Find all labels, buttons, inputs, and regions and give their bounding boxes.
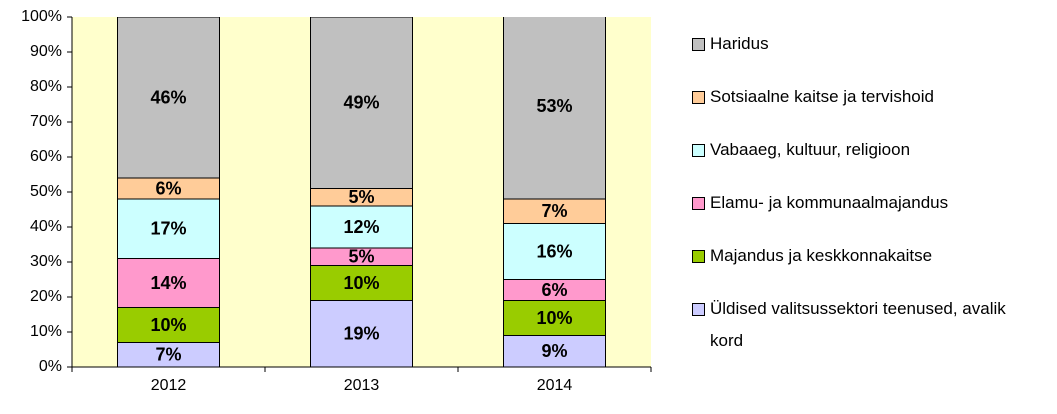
bar-segment [310, 265, 413, 301]
legend-item: Majandus ja keskkonnakaitse [692, 240, 1042, 272]
data-label: 12% [343, 217, 379, 237]
legend-label: Vabaaeg, kultuur, religioon [710, 140, 911, 159]
y-tick-label: 50% [30, 183, 62, 200]
y-tick-label: 100% [21, 8, 62, 25]
data-label: 14% [150, 273, 186, 293]
y-tick-label: 10% [30, 323, 62, 340]
legend-label: Sotsiaalne kaitse ja tervishoid [710, 87, 934, 106]
legend-item: Sotsiaalne kaitse ja tervishoid [692, 81, 1042, 113]
bar-segment [117, 307, 220, 343]
data-label: 6% [155, 178, 181, 198]
bar-segment [310, 205, 413, 249]
data-label: 10% [536, 308, 572, 328]
data-label: 16% [536, 241, 572, 261]
legend-label: Üldised valitsussektori teenused, avalik… [710, 299, 1006, 350]
x-tick-label: 2014 [537, 377, 573, 394]
legend-swatch [692, 303, 705, 316]
bar-segment [117, 342, 220, 367]
data-label: 5% [348, 247, 374, 267]
data-label: 7% [155, 345, 181, 365]
x-tick-label: 2012 [151, 377, 187, 394]
legend-item: Üldised valitsussektori teenused, avalik… [692, 293, 1042, 357]
y-tick-label: 40% [30, 218, 62, 235]
legend-swatch [692, 197, 705, 210]
bar-segment [503, 17, 606, 200]
data-label: 9% [541, 341, 567, 361]
data-label: 7% [541, 201, 567, 221]
data-label: 10% [150, 315, 186, 335]
y-tick-label: 0% [39, 358, 62, 375]
data-label: 46% [150, 87, 186, 107]
y-tick-label: 60% [30, 148, 62, 165]
x-tick-label: 2013 [344, 377, 380, 394]
data-label: 5% [348, 187, 374, 207]
y-tick-label: 90% [30, 43, 62, 60]
legend-label: Elamu- ja kommunaalmajandus [710, 193, 949, 212]
y-tick-label: 80% [30, 78, 62, 95]
bar-segment [503, 198, 606, 224]
legend-swatch [692, 91, 705, 104]
bar-segment [310, 17, 413, 189]
legend-item: Vabaaeg, kultuur, religioon [692, 134, 1042, 166]
legend-label: Haridus [710, 34, 769, 53]
bar-segment [310, 300, 413, 367]
data-label: 19% [343, 324, 379, 344]
legend-item: Haridus [692, 28, 1042, 60]
bar-segment [117, 258, 220, 308]
data-label: 6% [541, 280, 567, 300]
legend-label: Majandus ja keskkonnakaitse [710, 246, 933, 265]
legend-item: Elamu- ja kommunaalmajandus [692, 187, 1042, 219]
data-label: 49% [343, 93, 379, 113]
y-tick-label: 20% [30, 288, 62, 305]
legend-swatch [692, 144, 705, 157]
bar-segment [117, 198, 220, 259]
legend-swatch [692, 250, 705, 263]
legend-swatch [692, 38, 705, 51]
data-label: 10% [343, 273, 379, 293]
bar-segment [117, 17, 220, 179]
y-tick-label: 30% [30, 253, 62, 270]
bar-segment [503, 223, 606, 280]
data-label: 17% [150, 219, 186, 239]
data-label: 53% [536, 96, 572, 116]
y-tick-label: 70% [30, 113, 62, 130]
